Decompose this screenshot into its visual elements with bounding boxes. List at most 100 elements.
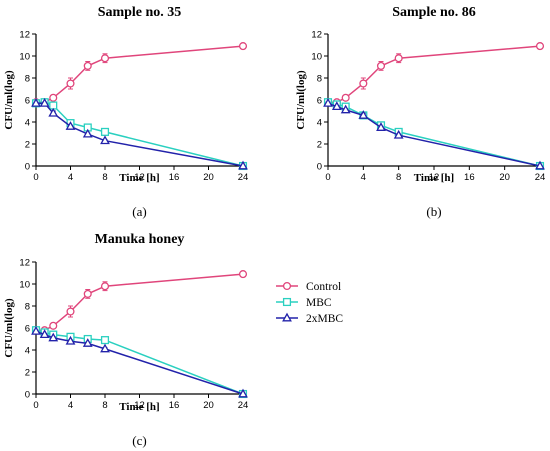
data-point: [83, 289, 92, 298]
x-tick-label: 0: [33, 172, 38, 183]
x-tick-label: 8: [102, 172, 107, 183]
x-tick-label: 12: [134, 172, 145, 183]
x-tick-label: 16: [169, 172, 180, 183]
y-tick-label: 8: [25, 301, 30, 312]
data-point: [65, 335, 76, 345]
legend-item-2xmbc: 2xMBC: [276, 312, 343, 325]
y-tick-label: 0: [317, 161, 322, 172]
y-tick-label: 4: [25, 117, 30, 128]
y-tick-label: 10: [19, 279, 30, 290]
legend-marker: [282, 281, 292, 291]
data-point: [49, 93, 58, 102]
data-point: [31, 97, 41, 107]
data-point: [39, 329, 50, 339]
data-point: [65, 121, 76, 130]
data-point: [49, 321, 58, 330]
data-point: [100, 282, 110, 291]
x-tick-label: 12: [429, 172, 440, 183]
y-tick-label: 12: [311, 29, 322, 40]
data-point: [341, 93, 350, 102]
data-point: [393, 129, 404, 139]
series-control: [323, 42, 545, 107]
panel-title: Sample no. 35: [98, 5, 182, 20]
series-mbc: [323, 98, 545, 171]
x-tick-label: 8: [396, 172, 401, 183]
y-tick-label: 6: [25, 323, 30, 334]
y-tick-label: 6: [25, 95, 30, 106]
series-control: [31, 42, 248, 107]
data-point: [394, 54, 403, 63]
data-point: [100, 127, 110, 136]
y-tick-label: 8: [317, 73, 322, 84]
panel-title: Manuka honey: [95, 232, 185, 247]
legend-marker: [282, 297, 292, 307]
x-tick-label: 0: [325, 172, 330, 183]
y-tick-label: 4: [317, 117, 322, 128]
y-tick-label: 0: [25, 161, 30, 172]
series-2xmbc: [31, 325, 248, 398]
data-point: [39, 97, 50, 107]
series-line: [36, 102, 244, 167]
x-tick-label: 16: [464, 172, 475, 183]
legend: Control MBC 2xMBC: [276, 281, 343, 325]
x-tick-label: 4: [68, 172, 73, 183]
y-tick-label: 10: [311, 51, 322, 62]
panel-label: (b): [426, 204, 441, 219]
series-line: [35, 101, 244, 167]
y-tick-label: 12: [19, 257, 30, 268]
x-tick-label: 20: [203, 172, 214, 183]
y-tick-label: 10: [19, 51, 30, 62]
series-line: [35, 330, 244, 395]
x-axis-label: Time [h]: [119, 401, 159, 413]
data-point: [82, 128, 93, 138]
y-tick-label: 6: [317, 95, 322, 106]
data-point: [66, 79, 75, 88]
y-tick-label: 8: [25, 73, 30, 84]
y-tick-label: 2: [25, 139, 30, 150]
panel-label: (a): [132, 204, 146, 219]
data-point: [82, 338, 93, 347]
legend-label: Control: [306, 281, 341, 293]
data-point: [48, 107, 59, 117]
x-tick-label: 4: [68, 400, 73, 411]
y-tick-label: 0: [25, 389, 30, 400]
series-mbc: [31, 326, 248, 399]
series-2xmbc: [323, 97, 545, 170]
series-control: [31, 270, 248, 335]
data-point: [100, 343, 110, 353]
x-tick-label: 24: [238, 172, 249, 183]
series-line: [36, 273, 244, 331]
x-tick-label: 4: [361, 172, 366, 183]
data-point: [358, 110, 369, 119]
x-tick-label: 12: [134, 400, 145, 411]
y-axis-label: CFU/ml(log): [295, 70, 307, 130]
data-point: [100, 336, 110, 345]
data-point: [238, 42, 248, 51]
x-tick-label: 20: [203, 400, 214, 411]
data-point: [100, 54, 110, 63]
x-tick-label: 20: [499, 172, 510, 183]
panel-title: Sample no. 86: [392, 5, 476, 20]
data-point: [535, 160, 545, 170]
legend-item-mbc: MBC: [276, 297, 332, 309]
x-axis-label: Time [h]: [119, 172, 159, 184]
x-tick-label: 16: [169, 400, 180, 411]
y-axis-label: CFU/ml(log): [3, 298, 15, 358]
data-point: [83, 61, 92, 70]
data-point: [48, 332, 59, 342]
data-point: [359, 79, 368, 88]
data-point: [238, 270, 248, 279]
x-tick-label: 0: [33, 400, 38, 411]
data-point: [331, 101, 342, 111]
legend-item-control: Control: [276, 281, 341, 293]
x-tick-label: 24: [238, 400, 249, 411]
data-point: [323, 97, 333, 107]
data-point: [376, 61, 386, 70]
y-tick-label: 12: [19, 29, 30, 40]
panel-label: (c): [132, 433, 146, 448]
legend-label: MBC: [306, 297, 332, 309]
